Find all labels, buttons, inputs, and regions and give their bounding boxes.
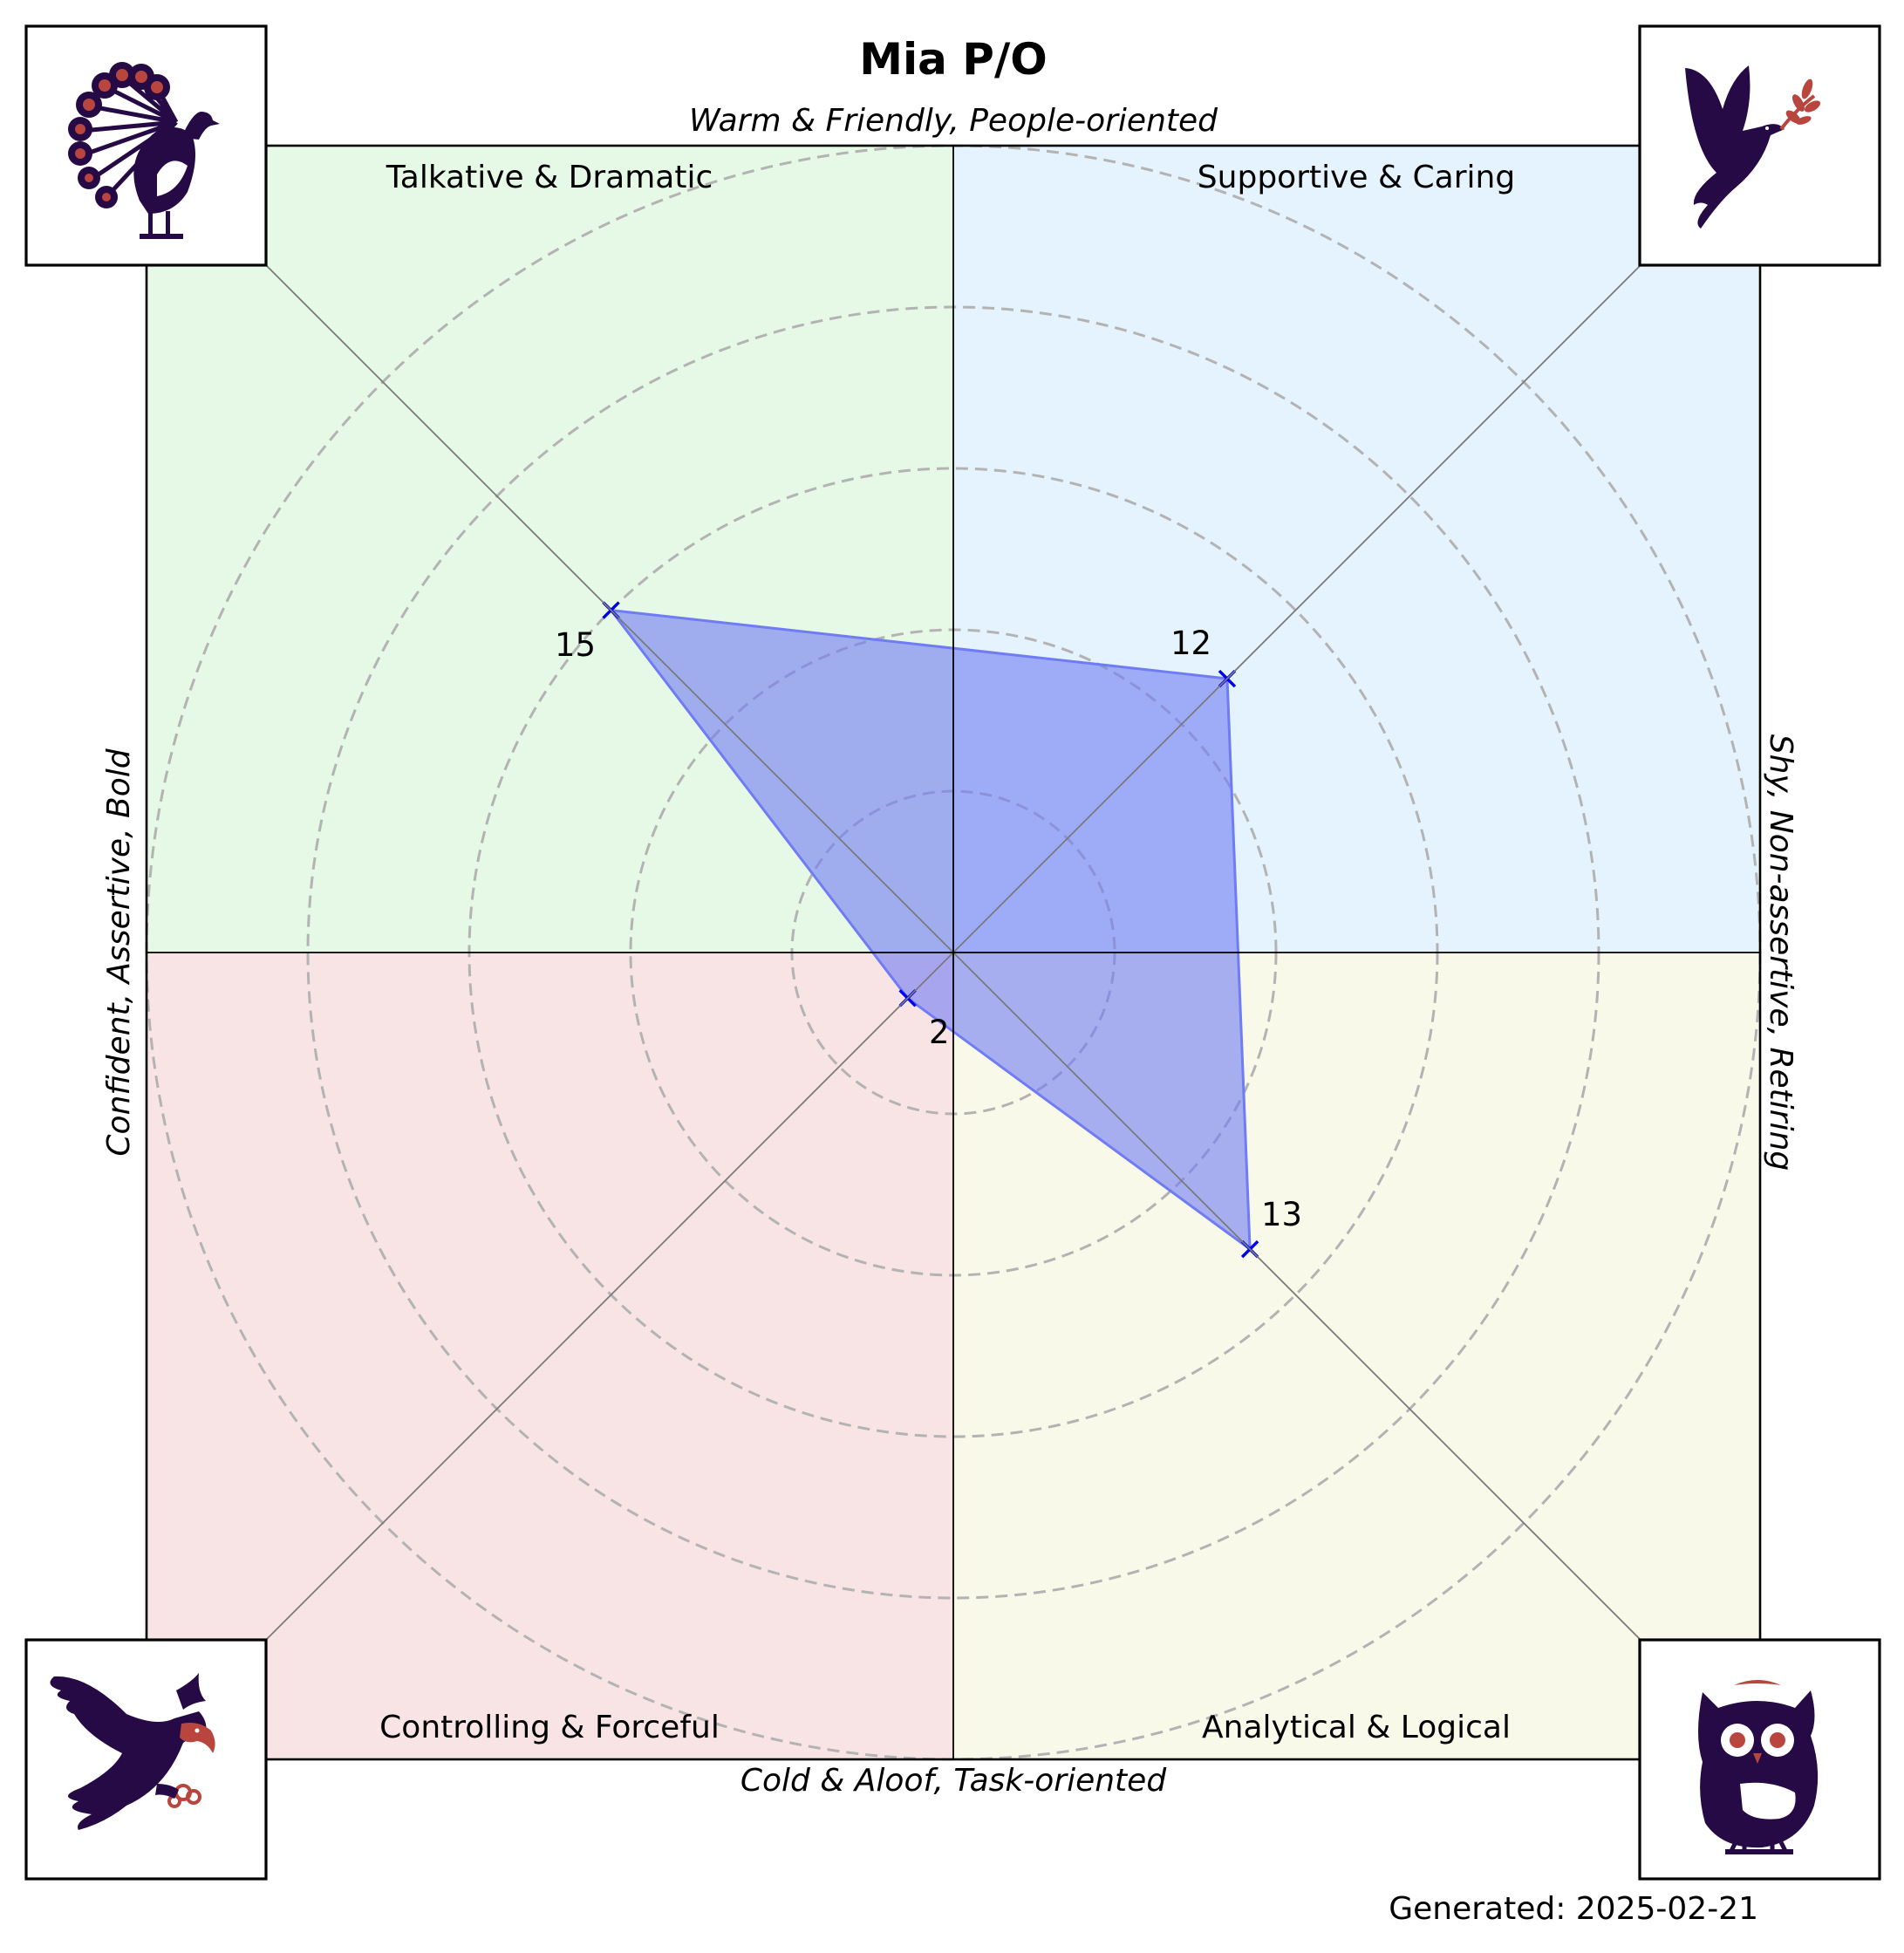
quadrant-label-talkative: Talkative & Dramatic (386, 160, 713, 195)
chart-title: Mia P/O (859, 34, 1047, 85)
quadrant-label-supportive: Supportive & Caring (1198, 160, 1515, 195)
quadrant-label-analytical: Analytical & Logical (1202, 1710, 1511, 1745)
chart-frame (145, 144, 1762, 1761)
owl-icon (1638, 1638, 1881, 1881)
axis-label-top: Warm & Friendly, People-oriented (689, 103, 1218, 139)
value-label-talkative: 15 (555, 626, 596, 664)
peacock-icon (24, 24, 268, 267)
axis-label-bottom: Cold & Aloof, Task-oriented (740, 1763, 1168, 1799)
generated-date: Generated: 2025-02-21 (1389, 1891, 1758, 1927)
axis-label-right: Shy, Non-assertive, Retiring (1763, 734, 1798, 1171)
value-label-controlling: 2 (929, 1014, 950, 1051)
axis-label-left: Confident, Assertive, Bold (101, 748, 137, 1156)
value-label-supportive: 12 (1170, 625, 1211, 662)
eagle-icon (24, 1638, 268, 1881)
value-label-analytical: 13 (1261, 1196, 1302, 1233)
quadrant-label-controlling: Controlling & Forceful (379, 1710, 720, 1745)
dove-icon (1638, 24, 1881, 267)
